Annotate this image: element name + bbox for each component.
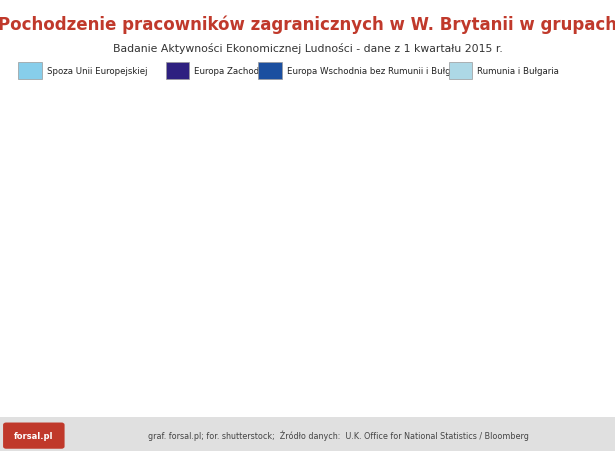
Wedge shape	[65, 248, 145, 349]
Text: Rumunia i Bułgaria: Rumunia i Bułgaria	[477, 67, 559, 76]
FancyBboxPatch shape	[477, 326, 499, 393]
FancyBboxPatch shape	[544, 148, 576, 393]
Text: Europa Zachodnia: Europa Zachodnia	[194, 67, 272, 76]
Text: Europa Wschodnia bez Rumunii i Bułgarii: Europa Wschodnia bez Rumunii i Bułgarii	[287, 67, 464, 76]
Text: 2,93 mln: 2,93 mln	[530, 82, 591, 94]
Text: 186 tys.: 186 tys.	[322, 360, 366, 370]
Text: 756 tys.: 756 tys.	[394, 303, 438, 313]
Text: 791 tys.: 791 tys.	[466, 299, 510, 309]
Text: 16 proc: 16 proc	[150, 197, 208, 211]
Wedge shape	[31, 138, 145, 248]
Text: 63 proc.: 63 proc.	[54, 238, 124, 253]
FancyBboxPatch shape	[333, 376, 354, 393]
Text: 4,0 proc.: 4,0 proc.	[129, 135, 188, 148]
Ellipse shape	[533, 98, 587, 152]
Text: Spoza Unii Europejskiej: Spoza Unii Europejskiej	[47, 67, 147, 76]
Text: graf. forsal.pl; for. shutterstock;  Źródło danych:  U.K. Office for National St: graf. forsal.pl; for. shutterstock; Źród…	[148, 429, 529, 440]
Ellipse shape	[342, 374, 345, 377]
Wedge shape	[29, 226, 145, 332]
Text: Badanie Aktywności Ekonomicznej Ludności - dane z 1 kwartału 2015 r.: Badanie Aktywności Ekonomicznej Ludności…	[113, 43, 502, 54]
FancyBboxPatch shape	[405, 329, 427, 393]
Text: forsal.pl: forsal.pl	[14, 431, 54, 440]
Ellipse shape	[409, 317, 423, 330]
Text: Pochodzenie pracowników zagranicznych w W. Brytanii w grupach: Pochodzenie pracowników zagranicznych w …	[0, 16, 615, 34]
Ellipse shape	[481, 313, 495, 327]
Wedge shape	[89, 133, 260, 364]
Text: 17 proc.: 17 proc.	[156, 262, 221, 276]
